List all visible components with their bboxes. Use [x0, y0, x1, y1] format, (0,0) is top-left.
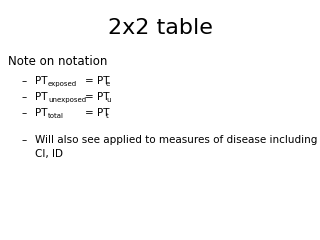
Text: PT: PT: [35, 108, 47, 118]
Text: u: u: [106, 97, 110, 103]
Text: 2x2 table: 2x2 table: [108, 18, 212, 38]
Text: = PT: = PT: [85, 108, 109, 118]
Text: t: t: [106, 113, 109, 119]
Text: exposed: exposed: [48, 81, 77, 87]
Text: PT: PT: [35, 92, 47, 102]
Text: total: total: [48, 113, 64, 119]
Text: –: –: [22, 92, 27, 102]
Text: = PT: = PT: [85, 76, 109, 86]
Text: Will also see applied to measures of disease including
CI, ID: Will also see applied to measures of dis…: [35, 135, 317, 159]
Text: Note on notation: Note on notation: [8, 55, 108, 68]
Text: e: e: [106, 81, 110, 87]
Text: PT: PT: [35, 76, 47, 86]
Text: –: –: [22, 76, 27, 86]
Text: = PT: = PT: [85, 92, 109, 102]
Text: unexposed: unexposed: [48, 97, 86, 103]
Text: –: –: [22, 135, 27, 145]
Text: –: –: [22, 108, 27, 118]
